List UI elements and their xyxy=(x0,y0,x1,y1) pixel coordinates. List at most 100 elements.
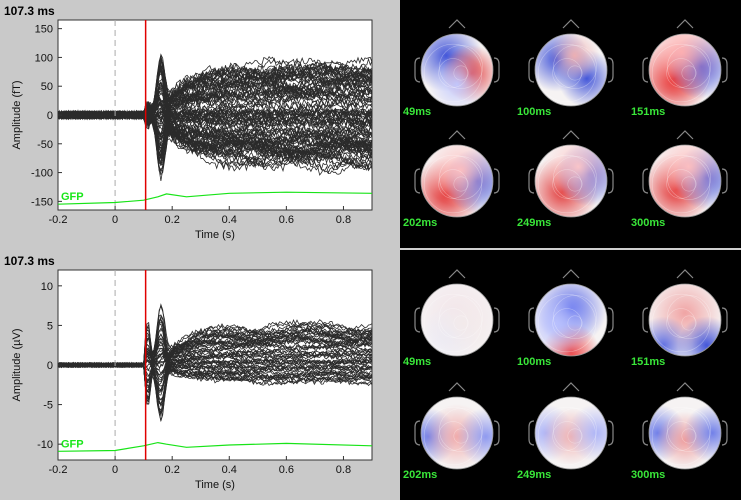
topomap-time-label: 100ms xyxy=(517,356,551,368)
x-tick-label: -0.2 xyxy=(49,464,68,476)
topomap-nose xyxy=(676,130,694,140)
topomap-field xyxy=(421,397,493,469)
y-tick-label: 5 xyxy=(47,320,53,332)
topomap-outline xyxy=(420,396,494,470)
eeg-butterfly-plot[interactable]: GFP -10 -5 0 5 10 -0.2 0 0.2 0.4 0.6 0.8 Time (s) Amp… xyxy=(0,250,400,500)
topomap[interactable] xyxy=(642,382,728,470)
topomap-nose xyxy=(676,269,694,279)
topomap-contour xyxy=(438,169,468,199)
topomap-contour xyxy=(651,406,711,466)
topomap-nose xyxy=(562,19,580,29)
topomap-contour xyxy=(651,293,711,353)
topomap-contour xyxy=(537,293,597,353)
y-tick-label: -150 xyxy=(31,196,53,208)
topomap[interactable] xyxy=(642,19,728,107)
y-axis-label: Amplitude (fT) xyxy=(11,80,23,149)
topomap[interactable] xyxy=(414,130,500,218)
topomap-right-ear xyxy=(721,307,728,333)
topomap-head xyxy=(421,34,493,106)
topomap[interactable] xyxy=(528,19,614,107)
topomap-left-ear xyxy=(642,57,649,83)
eeg-panel: 107.3 ms GFP -10 -5 0 5 10 -0.2 0 0.2 0.4 0.6 0.8 Ti… xyxy=(0,250,400,500)
y-tick-label: 0 xyxy=(47,110,53,122)
topomap-contour xyxy=(651,154,711,214)
x-axis-label: Time (s) xyxy=(195,229,235,241)
topomap-contour xyxy=(667,408,711,452)
topomap-head xyxy=(421,145,493,217)
topomap[interactable] xyxy=(528,382,614,470)
topomap-contour xyxy=(667,45,711,89)
topomap-right-ear xyxy=(493,307,500,333)
topomap-head xyxy=(649,397,721,469)
topomap-right-ear xyxy=(493,168,500,194)
topomap-outline xyxy=(534,144,608,218)
topomap-field xyxy=(649,145,721,217)
y-tick-label: 150 xyxy=(35,24,53,36)
topomap-nose xyxy=(676,382,694,392)
topomap-contour xyxy=(681,428,697,444)
topomap-head xyxy=(535,284,607,356)
topomap-contour xyxy=(453,315,469,331)
topomap-nose xyxy=(562,382,580,392)
topomap-head xyxy=(649,145,721,217)
topomap-contour xyxy=(537,154,597,214)
topomap-contour xyxy=(438,421,468,451)
topomap-outline xyxy=(648,144,722,218)
topomap-contour xyxy=(552,169,582,199)
x-tick-label: 0.2 xyxy=(165,214,180,226)
x-tick-label: 0.4 xyxy=(222,464,237,476)
topomap-field xyxy=(535,397,607,469)
topomap[interactable] xyxy=(414,382,500,470)
gfp-trace xyxy=(57,441,373,452)
topomap-outline xyxy=(534,33,608,107)
topomap[interactable] xyxy=(414,269,500,357)
topomap-left-ear xyxy=(414,420,421,446)
sensor-trace xyxy=(57,330,373,392)
topomap-head xyxy=(535,397,607,469)
topomap[interactable] xyxy=(528,269,614,357)
topomap[interactable] xyxy=(642,130,728,218)
topomap-contour xyxy=(453,65,469,81)
topomap-contour xyxy=(453,176,469,192)
topomap-time-label: 300ms xyxy=(631,217,665,229)
topomap-contour xyxy=(423,43,483,103)
topomap-contour xyxy=(666,308,696,338)
topomap-contour xyxy=(439,45,483,89)
topomap-field xyxy=(535,34,607,106)
sensor-trace xyxy=(57,316,373,405)
topomap-right-ear xyxy=(607,307,614,333)
topomap-left-ear xyxy=(414,57,421,83)
meg-butterfly-plot[interactable]: GFP -150 -100 -50 0 50 100 150 -0.2 0 0.2 0.4 0.6 0.8… xyxy=(0,0,400,250)
topomap[interactable] xyxy=(528,130,614,218)
topomap-grid: 49ms 100ms 151ms 202ms 249ms 300ms 49ms 100ms 15… xyxy=(403,19,728,481)
topomap-contour xyxy=(439,156,483,200)
topomap-left-ear xyxy=(642,307,649,333)
topomap-head xyxy=(535,145,607,217)
sensor-trace xyxy=(57,110,373,172)
topomap[interactable] xyxy=(642,269,728,357)
topomap-field xyxy=(535,145,607,217)
topomap-right-ear xyxy=(607,420,614,446)
topomap-outline xyxy=(420,283,494,357)
topomap-left-ear xyxy=(414,307,421,333)
gfp-trace xyxy=(57,191,373,205)
topomap-contour xyxy=(567,428,583,444)
y-tick-label: -100 xyxy=(31,168,53,180)
y-tick-label: -5 xyxy=(43,400,53,412)
topomap-contour xyxy=(453,428,469,444)
topomap-nose xyxy=(448,382,466,392)
topomap-contour xyxy=(667,295,711,339)
topomap-left-ear xyxy=(642,420,649,446)
topomap-contour xyxy=(553,408,597,452)
sensor-trace xyxy=(57,315,373,368)
topomap-contour xyxy=(567,65,583,81)
topomap-outline xyxy=(534,283,608,357)
topomap-contour xyxy=(666,421,696,451)
topomap-time-label: 202ms xyxy=(403,217,437,229)
y-tick-label: 50 xyxy=(41,81,53,93)
y-tick-label: 10 xyxy=(41,281,53,293)
topomap-contour xyxy=(423,293,483,353)
topomap[interactable] xyxy=(414,19,500,107)
topomap-time-label: 100ms xyxy=(517,106,551,118)
topomap-outline xyxy=(420,33,494,107)
